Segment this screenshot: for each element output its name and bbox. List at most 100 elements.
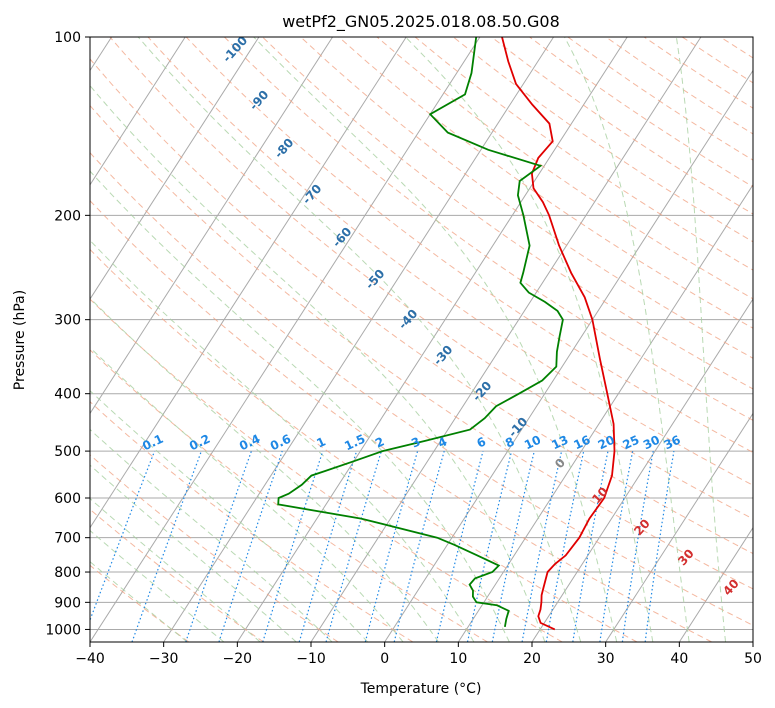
plot-frame [89, 36, 754, 643]
moist-adiabat-line [90, 346, 404, 642]
dry-adiabat-line [338, 37, 753, 329]
dry-adiabat-line [90, 199, 712, 642]
mixing-ratio-line [644, 451, 675, 642]
mixing-ratio-label: 36 [662, 433, 683, 453]
y-axis-label: Pressure (hPa) [12, 290, 28, 390]
isotherm-line [90, 37, 334, 415]
dry-adiabat-line [90, 349, 488, 642]
mixing-ratio-line [325, 450, 382, 642]
y-tick-label: 300 [54, 313, 81, 329]
mixing-ratio-label: 0.4 [237, 432, 262, 454]
dry-adiabat-line [90, 454, 339, 642]
mixing-ratio-label: 0.1 [140, 432, 165, 454]
x-tick-label: 0 [380, 651, 389, 667]
dry-adiabat-line [90, 58, 753, 555]
moist-adiabat-line [90, 297, 439, 642]
isotherm-line [90, 37, 481, 642]
dry-adiabat-label: -80 [272, 136, 297, 161]
profile-lines [277, 37, 616, 631]
mixing-ratio-line [90, 450, 156, 622]
mixing-ratio-line [218, 450, 283, 642]
moist-adiabat-line [137, 37, 582, 642]
mixing-ratio-label: 10 [522, 433, 543, 453]
mixing-ratio-label: 30 [641, 433, 662, 453]
dry-adiabat-line [90, 564, 190, 642]
y-tick-label: 400 [54, 387, 81, 403]
mixing-ratio-line [491, 450, 535, 642]
x-tick-label: −10 [296, 651, 326, 667]
y-tick-label: 200 [54, 208, 81, 224]
mixing-ratio-label: 13 [549, 433, 570, 453]
mixing-ratio-line [466, 450, 513, 642]
mixing-ratio-label: 4 [436, 434, 449, 450]
moist-adiabat-line [90, 239, 475, 642]
line-labels: 0.1 0.2 0.4 0.6 1 1.5 2 3 4 6 8 10 13 16 20 25 30 36-100-… [140, 33, 742, 598]
x-tick-label: −40 [75, 651, 105, 667]
isotherm-line [163, 37, 555, 642]
mixing-ratio-label: 6 [475, 434, 488, 450]
isotherm-line [384, 69, 753, 642]
mixing-ratio-line [621, 450, 654, 642]
isotherm-line [236, 37, 628, 642]
profile-series-line [501, 37, 616, 631]
dry-adiabat-label: -20 [470, 379, 495, 404]
isotherm-line [90, 37, 186, 186]
dry-adiabat-line [300, 37, 753, 359]
isotherm-line [457, 183, 753, 642]
x-tick-label: −20 [223, 651, 253, 667]
dry-adiabat-line [681, 37, 753, 84]
isotherm-line [752, 641, 753, 642]
mixing-ratio-line [364, 450, 419, 642]
y-tick-label: 800 [54, 565, 81, 581]
mixing-ratio-line [298, 450, 358, 642]
dry-adiabat-line [224, 37, 753, 421]
dry-adiabat-line [376, 37, 753, 300]
dry-adiabat-label: -60 [330, 225, 355, 250]
moist-adiabat-line [90, 170, 510, 642]
x-tick-label: 40 [670, 651, 688, 667]
moist-adiabat-line [90, 428, 333, 642]
dry-adiabat-label: -90 [247, 88, 272, 113]
moist-adiabat-line [90, 560, 188, 642]
dry-adiabat-line [90, 104, 753, 590]
moist-adiabat-label: 20 [631, 516, 653, 538]
moist-adiabat-line [90, 529, 225, 642]
isotherm-line [531, 298, 753, 642]
dry-adiabat-label: -40 [396, 307, 421, 332]
background-lines [90, 37, 775, 642]
chart-title: wetPf2_GN05.2025.018.08.50.G08 [282, 12, 560, 32]
x-tick-label: 20 [523, 651, 541, 667]
dry-adiabat-line [90, 151, 753, 626]
mixing-ratio-line [131, 450, 202, 642]
y-tick-label: 700 [54, 531, 81, 547]
mixing-ratio-label: 0.6 [268, 432, 293, 454]
x-axis-label: Temperature (°C) [360, 681, 482, 697]
dry-adiabat-label: -70 [300, 182, 325, 207]
mixing-ratio-line [185, 450, 252, 642]
dry-adiabat-label: -50 [363, 267, 388, 292]
profile-series-line [277, 37, 564, 628]
moist-adiabat-line [90, 464, 297, 642]
mixing-ratio-label: 0.2 [187, 432, 212, 454]
mixing-ratio-line [435, 450, 484, 642]
x-tick-label: −30 [149, 651, 179, 667]
dry-adiabat-line [759, 37, 775, 642]
isotherm-line [678, 526, 753, 642]
isotherm-line [605, 412, 753, 642]
y-tick-label: 600 [54, 491, 81, 507]
dry-adiabat-label: -100 [220, 33, 250, 65]
y-tick-label: 500 [54, 444, 81, 460]
mixing-ratio-label: 20 [596, 433, 617, 453]
moist-adiabat-line [90, 84, 546, 642]
mixing-ratio-label: 16 [572, 433, 593, 453]
y-tick-label: 900 [54, 595, 81, 611]
moist-adiabat-label: 0 [552, 456, 568, 472]
moist-adiabat-line [675, 37, 727, 642]
x-tick-label: 30 [597, 651, 615, 667]
dry-adiabat-line [90, 248, 638, 642]
dry-adiabat-line [90, 401, 414, 642]
dry-adiabat-line [109, 37, 753, 520]
mixing-ratio-line [262, 450, 324, 642]
